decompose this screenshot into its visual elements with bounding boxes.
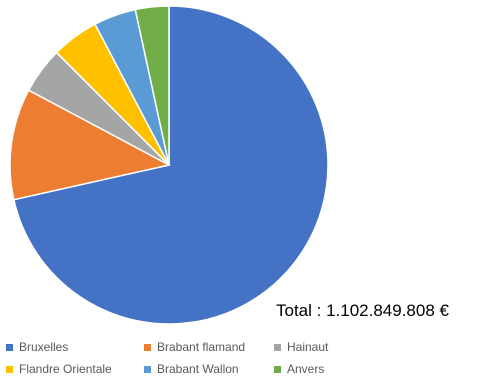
- legend-row: Bruxelles Brabant flamand Hainaut: [6, 336, 476, 358]
- legend-item-brabant-wallon: Brabant Wallon: [144, 362, 274, 376]
- legend-label: Bruxelles: [19, 340, 69, 354]
- pie-slice-anvers: [134, 5, 170, 166]
- legend-swatch: [274, 365, 281, 373]
- legend-label: Brabant Wallon: [157, 362, 239, 376]
- legend-swatch: [144, 343, 151, 351]
- total-label: Total : 1.102.849.808 €: [276, 301, 449, 320]
- legend-item-flandre-orientale: Flandre Orientale: [6, 362, 144, 376]
- legend-swatch: [6, 365, 13, 373]
- chart-legend: Bruxelles Brabant flamand Hainaut Flandr…: [6, 336, 476, 380]
- pie-slice-brabant-flamand: [9, 89, 172, 201]
- legend-label: Hainaut: [287, 340, 329, 354]
- legend-swatch: [274, 343, 281, 351]
- legend-row: Flandre Orientale Brabant Wallon Anvers: [6, 358, 476, 380]
- legend-item-hainaut: Hainaut: [274, 340, 394, 354]
- legend-item-anvers: Anvers: [274, 362, 394, 376]
- legend-swatch: [144, 365, 151, 373]
- pie-slice-bruxelles: [12, 5, 329, 325]
- legend-swatch: [6, 343, 13, 351]
- legend-item-bruxelles: Bruxelles: [6, 340, 144, 354]
- legend-label: Anvers: [287, 362, 325, 376]
- legend-label: Brabant flamand: [157, 340, 246, 354]
- legend-item-brabant-flamand: Brabant flamand: [144, 340, 274, 354]
- legend-label: Flandre Orientale: [19, 362, 112, 376]
